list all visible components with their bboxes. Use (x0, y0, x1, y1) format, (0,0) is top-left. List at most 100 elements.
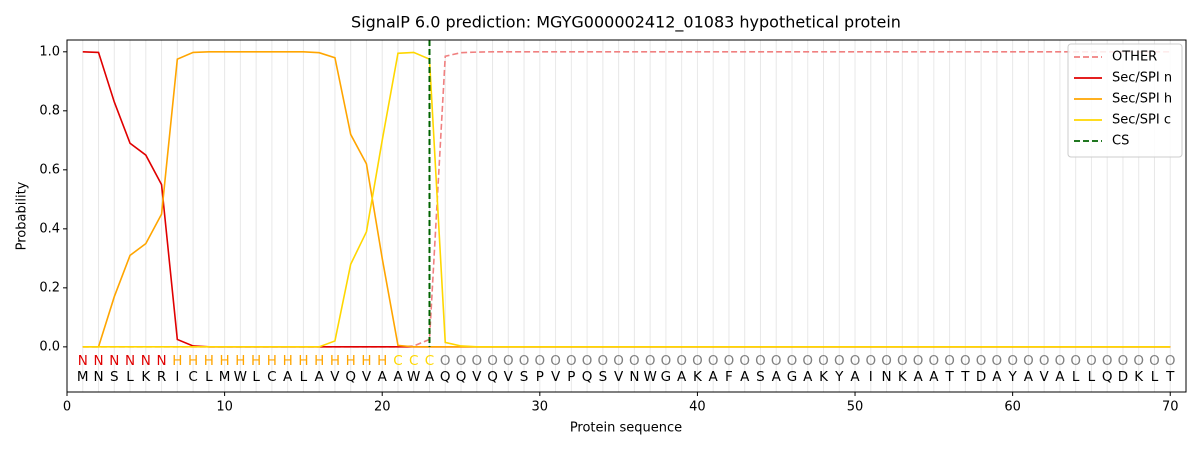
residue-letter: W (407, 369, 420, 385)
residue-letter: A (803, 369, 813, 385)
residue-letter: Y (834, 369, 844, 385)
residue-letter: A (772, 369, 782, 385)
region-label: O (818, 353, 829, 369)
residue-letter: C (188, 369, 197, 385)
x-tick-label: 50 (847, 400, 864, 415)
residue-letter: T (944, 369, 954, 385)
residue-letter: S (599, 369, 608, 385)
residue-letter: W (234, 369, 247, 385)
residue-letter: K (898, 369, 908, 385)
region-label: H (220, 353, 230, 369)
residue-letter: K (693, 369, 703, 385)
region-label: O (613, 353, 624, 369)
x-tick-label: 20 (374, 400, 391, 415)
region-label: O (550, 353, 561, 369)
region-label: O (929, 353, 940, 369)
plot-frame (66, 39, 1187, 393)
region-label: O (944, 353, 955, 369)
region-label: H (172, 353, 182, 369)
residue-letter: K (1134, 369, 1144, 385)
residue-letter: F (725, 369, 733, 385)
residue-letter: P (567, 369, 575, 385)
residue-letter: N (629, 369, 639, 385)
residue-letter: A (929, 369, 939, 385)
residue-letter: Y (1008, 369, 1018, 385)
region-label: H (330, 353, 340, 369)
residue-letter: Q (582, 369, 593, 385)
series-line (82, 51, 1171, 348)
residue-letter: L (252, 369, 260, 385)
region-label: H (251, 353, 261, 369)
region-label: O (913, 353, 924, 369)
residue-letter: V (362, 369, 372, 385)
region-label: O (503, 353, 514, 369)
y-tick-label: 0.4 (39, 221, 60, 236)
residue-letter: I (175, 369, 179, 385)
legend-label: OTHER (1112, 50, 1157, 65)
region-label: O (834, 353, 845, 369)
region-label: O (897, 353, 908, 369)
residue-letter: S (756, 369, 765, 385)
region-label: O (1102, 353, 1113, 369)
residue-letter: T (1165, 369, 1175, 385)
region-label: H (298, 353, 308, 369)
residue-letter: A (992, 369, 1002, 385)
residue-letter: A (1055, 369, 1065, 385)
region-label: O (440, 353, 451, 369)
residue-letter: V (1040, 369, 1050, 385)
residue-letter: L (1151, 369, 1159, 385)
region-label: H (188, 353, 198, 369)
x-tick-label: 40 (689, 400, 706, 415)
region-label: N (125, 353, 135, 369)
residue-letter: L (205, 369, 213, 385)
residue-letter: C (267, 369, 276, 385)
region-label: O (645, 353, 656, 369)
residue-letter: Q (440, 369, 451, 385)
residue-letter: M (77, 369, 89, 385)
y-tick-label: 0.6 (39, 162, 60, 177)
y-tick-label: 1.0 (39, 44, 60, 59)
residue-letter: V (551, 369, 561, 385)
y-tick-label: 0.2 (39, 280, 60, 295)
region-label: O (865, 353, 876, 369)
region-label: O (1149, 353, 1160, 369)
residue-letter: G (661, 369, 671, 385)
residue-letter: W (643, 369, 656, 385)
residue-letter: A (393, 369, 403, 385)
legend: OTHER Sec/SPI n Sec/SPI h Sec/SPI c CS (1067, 43, 1183, 158)
residue-letter: Q (487, 369, 498, 385)
region-label: H (204, 353, 214, 369)
region-label: O (582, 353, 593, 369)
region-label: O (1070, 353, 1081, 369)
region-label: O (661, 353, 672, 369)
residue-letter: L (126, 369, 134, 385)
region-label: H (377, 353, 387, 369)
region-label: O (755, 353, 766, 369)
residue-letter: V (614, 369, 624, 385)
x-tick-label: 70 (1162, 400, 1179, 415)
residue-letter: L (1072, 369, 1080, 385)
region-label: O (771, 353, 782, 369)
region-label: H (283, 353, 293, 369)
region-label: H (267, 353, 277, 369)
residue-letter: A (850, 369, 860, 385)
x-axis-label: Protein sequence (570, 421, 682, 436)
legend-label: Sec/SPI h (1112, 92, 1172, 107)
region-label: O (1039, 353, 1050, 369)
residue-letter: R (157, 369, 166, 385)
region-label: O (787, 353, 798, 369)
legend-label: Sec/SPI c (1112, 113, 1171, 128)
region-label: O (598, 353, 609, 369)
y-axis-label: Probability (15, 181, 30, 250)
residue-letter: Q (1102, 369, 1113, 385)
residue-letter: A (283, 369, 293, 385)
region-label: C (425, 353, 434, 369)
legend-label: CS (1112, 134, 1129, 149)
legend-label: Sec/SPI n (1112, 71, 1172, 86)
residue-letter: V (330, 369, 340, 385)
region-label: O (724, 353, 735, 369)
region-label: O (519, 353, 530, 369)
residue-letter: A (677, 369, 687, 385)
region-label: N (157, 353, 167, 369)
